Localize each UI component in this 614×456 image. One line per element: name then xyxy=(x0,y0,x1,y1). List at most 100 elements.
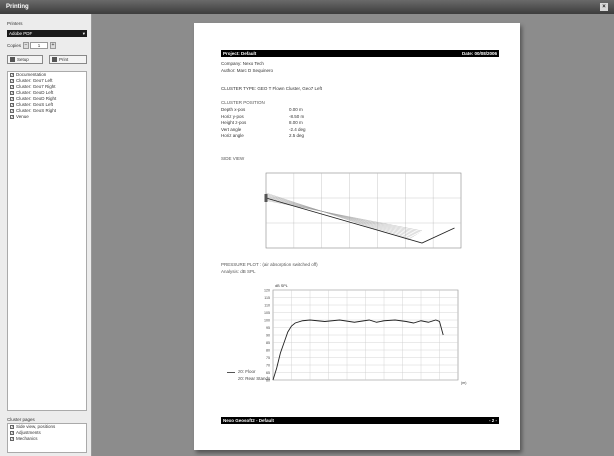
page-header-bar: Project: Default Date: 00/08/2006 xyxy=(221,50,499,57)
checkbox[interactable]: ✓ xyxy=(10,108,14,113)
position-key: Vert angle xyxy=(221,126,242,132)
list-item-label: Documentation xyxy=(16,72,47,77)
printer-selected-value: Adobe PDF xyxy=(9,31,33,36)
y-tick-label: 120 xyxy=(264,288,270,292)
coverage-ray xyxy=(265,196,416,236)
y-tick-label: 65 xyxy=(266,371,270,375)
position-value: -8.50 m xyxy=(289,113,305,119)
side-view-title: SIDE VIEW xyxy=(221,156,245,161)
checkbox[interactable]: ✓ xyxy=(10,96,14,101)
coverage-ray xyxy=(265,195,414,237)
y-tick-label: 70 xyxy=(266,363,270,367)
cluster-position-title: CLUSTER POSITION xyxy=(221,100,265,105)
cluster-type-text: CLUSTER TYPE: GEO T Flown Cluster, Geo7 … xyxy=(221,86,323,91)
copies-input[interactable]: 1 xyxy=(30,42,48,49)
setup-icon xyxy=(10,57,15,63)
position-value: -2.4 deg xyxy=(289,126,306,132)
position-key: Depth x-pos xyxy=(221,107,246,112)
y-tick-label: 115 xyxy=(264,296,270,300)
printer-icon xyxy=(52,57,57,63)
plot-frame xyxy=(265,172,462,249)
analysis-text: Analysis: dB SPL xyxy=(221,269,256,274)
checkbox[interactable]: ✓ xyxy=(10,436,14,441)
list-item[interactable]: ✓ Documentation xyxy=(8,72,86,78)
window-title: Printing xyxy=(6,4,29,10)
copies-decrement-button[interactable]: − xyxy=(23,42,29,49)
list-item-label: Cluster: Geo7 Right xyxy=(16,84,56,89)
list-item-label: Cluster: Geo7 Left xyxy=(16,78,53,83)
list-item[interactable]: ✓ Cluster: GeoD Left xyxy=(8,90,86,96)
checkbox[interactable]: ✓ xyxy=(10,90,14,95)
y-unit-label: dB SPL xyxy=(275,284,288,288)
pressure-plot-chart: 60 65 70 75 80 85 90 95 100 105 110 115 120 dB SPL (m) xyxy=(264,284,466,385)
list-item-label: Side view, positions xyxy=(16,424,56,429)
checkbox[interactable]: ✓ xyxy=(10,424,14,429)
printers-label: Printers xyxy=(7,21,23,26)
legend-label: z0: Rear Stands xyxy=(238,376,271,381)
position-key: Horiz y-pos xyxy=(221,113,244,119)
pressure-plot-title: PRESSURE PLOT : (air absorption switched… xyxy=(221,262,318,267)
checkbox[interactable]: ✓ xyxy=(10,72,14,77)
checkbox[interactable]: ✓ xyxy=(10,84,14,89)
list-item-label: Cluster: GeoS Right xyxy=(16,108,57,113)
y-tick-label: 105 xyxy=(264,311,270,315)
y-tick-label: 60 xyxy=(266,378,270,382)
page-footer-bar: Nexo Geosoft2 - Default - 2 - xyxy=(221,417,499,424)
list-item[interactable]: ✓ Side view, positions xyxy=(8,424,86,430)
list-item[interactable]: ✓ Cluster: Geo7 Right xyxy=(8,84,86,90)
company-text: Company: Nexo Tech xyxy=(221,61,264,66)
print-button-label: Print xyxy=(59,57,69,62)
project-date: Date: 00/08/2006 xyxy=(461,51,497,56)
checkbox[interactable]: ✓ xyxy=(10,114,14,119)
y-tick-label: 90 xyxy=(266,333,270,337)
list-item-label: Cluster: GeoS Left xyxy=(16,102,54,107)
printer-select[interactable]: Adobe PDF ▾ xyxy=(7,30,87,37)
y-tick-label: 85 xyxy=(266,341,270,345)
checkbox[interactable]: ✓ xyxy=(10,430,14,435)
list-item[interactable]: ✓ Mechanics xyxy=(8,436,86,442)
side-view-chart xyxy=(264,172,462,249)
list-item-label: Cluster: GeoD Left xyxy=(16,90,54,95)
setup-button-label: Setup xyxy=(17,57,29,62)
print-button[interactable]: Print xyxy=(49,55,87,64)
y-tick-label: 100 xyxy=(264,318,270,322)
setup-button[interactable]: Setup xyxy=(7,55,43,64)
list-item[interactable]: ✓ Cluster: GeoD Right xyxy=(8,96,86,102)
sidebar: Printers Adobe PDF ▾ Copies − 1 + Setup … xyxy=(0,14,92,456)
y-tick-label: 95 xyxy=(266,326,270,330)
coverage-ray xyxy=(265,193,411,239)
cluster-pages-list: ✓ Side view, positions ✓ Adjustments ✓ Mechan… xyxy=(7,423,87,453)
close-button[interactable]: × xyxy=(600,3,608,11)
list-item[interactable]: ✓ Cluster: Geo7 Left xyxy=(8,78,86,84)
author-text: Author: Marc D Sequinero xyxy=(221,68,274,73)
position-value: 2.5 deg xyxy=(289,133,305,138)
list-item[interactable]: ✓ Venue xyxy=(8,114,86,120)
position-key: Horiz angle xyxy=(221,133,244,138)
cluster-pages-label: Cluster pages xyxy=(7,417,35,422)
checkbox[interactable]: ✓ xyxy=(10,78,14,83)
list-item-label: Mechanics xyxy=(16,436,38,441)
coverage-ray xyxy=(265,198,419,234)
copies-increment-button[interactable]: + xyxy=(50,42,56,49)
cluster-marker xyxy=(264,194,268,202)
copies-label: Copies xyxy=(7,43,22,48)
coverage-ray xyxy=(265,194,413,238)
x-unit-label: (m) xyxy=(461,381,466,385)
position-value: 8.00 m xyxy=(289,120,303,125)
y-tick-label: 75 xyxy=(266,356,270,360)
checkbox[interactable]: ✓ xyxy=(10,102,14,107)
coverage-ray xyxy=(265,197,418,235)
position-value: 0.00 m xyxy=(289,107,303,112)
pages-list: ✓ Documentation ✓ Cluster: Geo7 Left ✓ Cluste… xyxy=(7,71,87,411)
print-preview-page: Project: Default Date: 00/08/2006 Compan… xyxy=(194,23,520,450)
project-title: Project: Default xyxy=(223,51,257,56)
list-item-label: Venue xyxy=(16,114,29,119)
legend-item-rear-stands: z0: Rear Stands xyxy=(227,376,270,381)
list-item[interactable]: ✓ Adjustments xyxy=(8,430,86,436)
legend-label: z0: Floor xyxy=(238,369,256,374)
list-item[interactable]: ✓ Cluster: GeoS Left xyxy=(8,102,86,108)
list-item[interactable]: ✓ Cluster: GeoS Right xyxy=(8,108,86,114)
position-key: Height z-pos xyxy=(221,120,247,125)
footer-page-number: - 2 - xyxy=(488,418,497,423)
chevron-down-icon: ▾ xyxy=(82,31,85,36)
